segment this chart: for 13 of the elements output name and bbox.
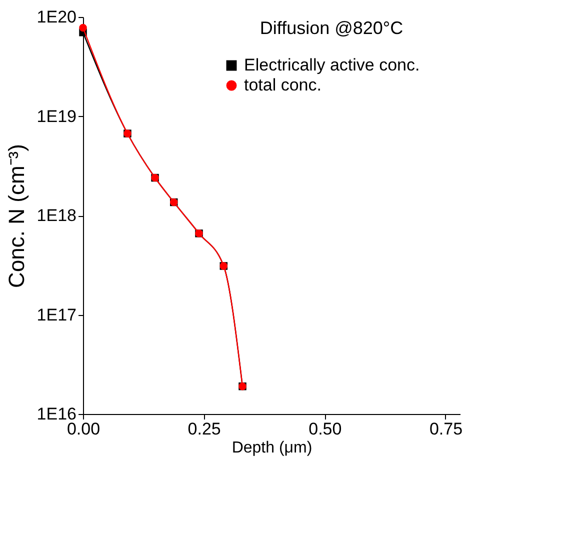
x-tick-label: 0.75 <box>429 420 463 438</box>
y-tick-label: 1E19 <box>36 106 76 126</box>
y-axis-title: Conc. N (cm⁻³) <box>4 144 29 288</box>
x-axis-title: Depth (μm) <box>232 440 312 456</box>
legend-label: Electrically active conc. <box>244 56 420 74</box>
x-tick-label: 0.50 <box>308 420 342 438</box>
y-tick-label: 1E20 <box>36 8 76 26</box>
point <box>79 24 87 32</box>
legend-label: total conc. <box>244 76 322 94</box>
y-tick-label: 1E18 <box>36 206 76 225</box>
chart-title: Diffusion @820°C <box>260 18 404 38</box>
x-tick-label: 0.25 <box>188 420 221 438</box>
y-tick-label: 1E17 <box>36 305 76 324</box>
